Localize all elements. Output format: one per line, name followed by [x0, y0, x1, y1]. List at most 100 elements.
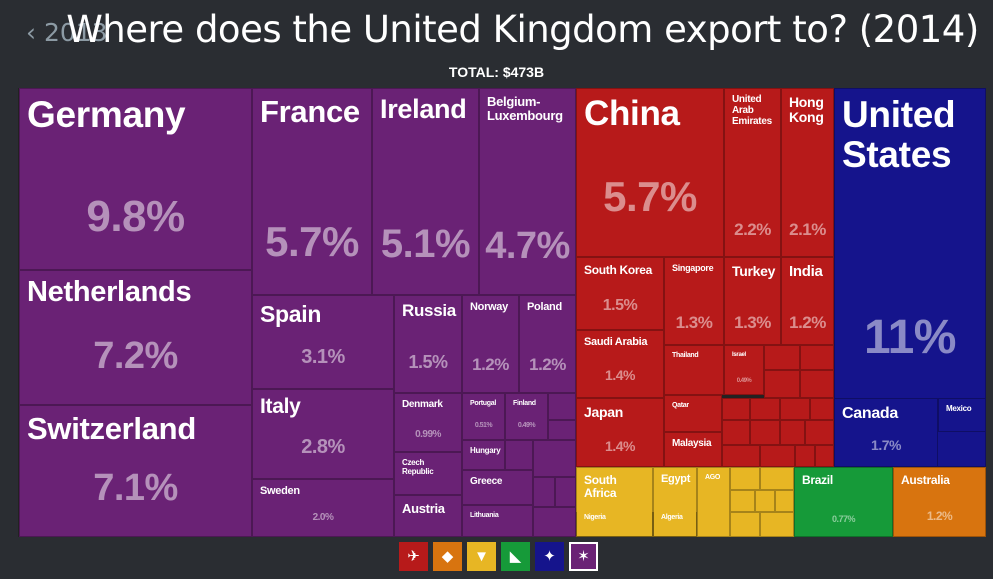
export-treemap: Germany 9.8% Netherlands 7.2% Switzerland 7.1…	[18, 88, 986, 537]
page-title: Where does the United Kingdom export to?…	[66, 8, 979, 51]
legend-europe-button[interactable]: ✶	[569, 542, 598, 571]
treemap-cell-portugal[interactable]: Portugal 0.51%	[462, 393, 505, 440]
treemap-cell-switzerland[interactable]: Switzerland 7.1%	[19, 405, 252, 537]
treemap-cell-saudi-arabia[interactable]: Saudi Arabia 1.4%	[576, 330, 664, 398]
minor-country-cell[interactable]	[775, 490, 794, 512]
minor-country-cell[interactable]	[750, 398, 780, 420]
legend-africa-button[interactable]: ▼	[467, 542, 496, 571]
treemap-share-label: 1.2%	[472, 354, 509, 374]
minor-country-cell[interactable]	[533, 440, 576, 477]
treemap-cell-germany[interactable]: Germany 9.8%	[19, 88, 252, 270]
minor-country-cell[interactable]	[722, 420, 750, 445]
legend-asia-button[interactable]: ✈	[399, 542, 428, 571]
treemap-share-label: 5.7%	[603, 172, 697, 220]
minor-country-cell[interactable]	[555, 477, 576, 507]
treemap-share-label: 5.7%	[265, 217, 359, 265]
minor-country-cell[interactable]	[722, 445, 760, 467]
treemap-label: Nigeria	[584, 514, 606, 521]
treemap-label: Russia	[402, 301, 456, 320]
treemap-cell-canada[interactable]: Canada 1.7%	[834, 398, 938, 467]
minor-country-cell[interactable]	[722, 398, 750, 420]
treemap-cell-hungary[interactable]: Hungary	[462, 440, 505, 470]
treemap-cell-france[interactable]: France 5.7%	[252, 88, 372, 295]
treemap-cell-belgium-luxembourg[interactable]: Belgium- Luxembourg 4.7%	[479, 88, 576, 295]
minor-country-cell[interactable]	[780, 398, 810, 420]
treemap-label: Thailand	[672, 352, 699, 359]
treemap-cell-south-korea[interactable]: South Korea 1.5%	[576, 257, 664, 330]
treemap-cell-greece[interactable]: Greece	[462, 470, 533, 505]
treemap-cell-mexico[interactable]: Mexico	[938, 398, 986, 432]
treemap-cell-united-arab-emirates[interactable]: United Arab Emirates 2.2%	[724, 88, 781, 257]
treemap-cell-austria[interactable]: Austria	[394, 495, 462, 537]
legend-oceania-button[interactable]: ◆	[433, 542, 462, 571]
treemap-cell-ago[interactable]: AGO	[697, 467, 730, 537]
treemap-cell-czech-republic[interactable]: Czech Republic	[394, 452, 462, 495]
minor-country-cell[interactable]	[800, 345, 834, 370]
minor-country-cell[interactable]	[810, 398, 834, 420]
treemap-cell-italy[interactable]: Italy 2.8%	[252, 389, 394, 479]
treemap-cell-egypt[interactable]: Egypt	[653, 467, 697, 537]
minor-country-cell[interactable]	[764, 370, 800, 398]
minor-country-cell[interactable]	[815, 445, 834, 467]
treemap-cell-australia[interactable]: Australia 1.2%	[893, 467, 986, 537]
region-legend: ✈ ◆ ▼ ◣ ✦ ✶	[399, 542, 598, 571]
minor-country-cell[interactable]	[780, 420, 805, 445]
treemap-cell-singapore[interactable]: Singapore 1.3%	[664, 257, 724, 345]
minor-country-cell[interactable]	[760, 445, 795, 467]
minor-country-cell[interactable]	[795, 445, 815, 467]
minor-country-cell[interactable]	[730, 467, 760, 490]
treemap-cell-poland[interactable]: Poland 1.2%	[519, 295, 576, 393]
minor-country-cell[interactable]	[755, 490, 775, 512]
minor-country-cell[interactable]	[800, 370, 834, 398]
treemap-share-label: 2.8%	[301, 436, 345, 458]
treemap-cell-nigeria[interactable]: Nigeria	[576, 512, 653, 537]
treemap-cell-malaysia[interactable]: Malaysia	[664, 432, 722, 467]
treemap-cell-ireland[interactable]: Ireland 5.1%	[372, 88, 479, 295]
legend-north-america-button[interactable]: ✦	[535, 542, 564, 571]
treemap-cell-thailand[interactable]: Thailand	[664, 345, 724, 395]
treemap-label: France	[260, 94, 360, 129]
legend-south-america-button[interactable]: ◣	[501, 542, 530, 571]
treemap-cell-hong-kong[interactable]: Hong Kong 2.1%	[781, 88, 834, 257]
treemap-cell-turkey[interactable]: Turkey 1.3%	[724, 257, 781, 345]
treemap-label: Japan	[584, 404, 623, 420]
minor-country-cell[interactable]	[764, 345, 800, 370]
minor-country-cell[interactable]	[760, 467, 794, 490]
treemap-cell-denmark[interactable]: Denmark 0.99%	[394, 393, 462, 452]
treemap-share-label: 1.5%	[602, 297, 638, 315]
minor-country-cell[interactable]	[730, 490, 755, 512]
treemap-share-label: 1.2%	[529, 354, 566, 374]
minor-country-cell[interactable]	[750, 420, 780, 445]
minor-country-cell[interactable]	[533, 477, 555, 507]
treemap-cell-sweden[interactable]: Sweden 2.0%	[252, 479, 394, 537]
minor-country-cell[interactable]	[760, 512, 794, 537]
treemap-cell-netherlands[interactable]: Netherlands 7.2%	[19, 270, 252, 405]
minor-country-cell[interactable]	[730, 512, 760, 537]
treemap-cell-norway[interactable]: Norway 1.2%	[462, 295, 519, 393]
treemap-cell-lithuania[interactable]: Lithuania	[462, 505, 533, 537]
minor-country-cell[interactable]	[533, 507, 576, 537]
europe-continent-icon: ✶	[577, 548, 590, 565]
minor-country-cell[interactable]	[505, 440, 533, 470]
treemap-cell-south-africa[interactable]: South Africa	[576, 467, 653, 537]
treemap-label: Turkey	[732, 263, 776, 279]
previous-year-link[interactable]: ‹ 2013	[26, 18, 108, 47]
treemap-cell-russia[interactable]: Russia 1.5%	[394, 295, 462, 393]
treemap-cell-japan[interactable]: Japan 1.4%	[576, 398, 664, 467]
treemap-cell-israel[interactable]: Israel 0.49%	[724, 345, 764, 395]
treemap-cell-china[interactable]: China 5.7%	[576, 88, 724, 257]
treemap-cell-algeria[interactable]: Algeria	[653, 512, 697, 537]
treemap-cell-spain[interactable]: Spain 3.1%	[252, 295, 394, 389]
minor-country-cell[interactable]	[805, 420, 834, 445]
treemap-cell-finland[interactable]: Finland 0.49%	[505, 393, 548, 440]
treemap-cell-india[interactable]: India 1.2%	[781, 257, 834, 345]
treemap-share-label: 1.5%	[408, 352, 448, 373]
minor-country-cell[interactable]	[548, 420, 576, 440]
treemap-label: Brazil	[802, 473, 833, 487]
minor-country-cell[interactable]	[548, 393, 576, 420]
treemap-label: Canada	[842, 405, 898, 422]
treemap-share-label: 1.3%	[734, 312, 771, 332]
treemap-cell-brazil[interactable]: Brazil 0.77%	[794, 467, 893, 537]
treemap-cell-qatar[interactable]: Qatar	[664, 395, 722, 432]
treemap-share-label: 4.7%	[485, 225, 570, 268]
